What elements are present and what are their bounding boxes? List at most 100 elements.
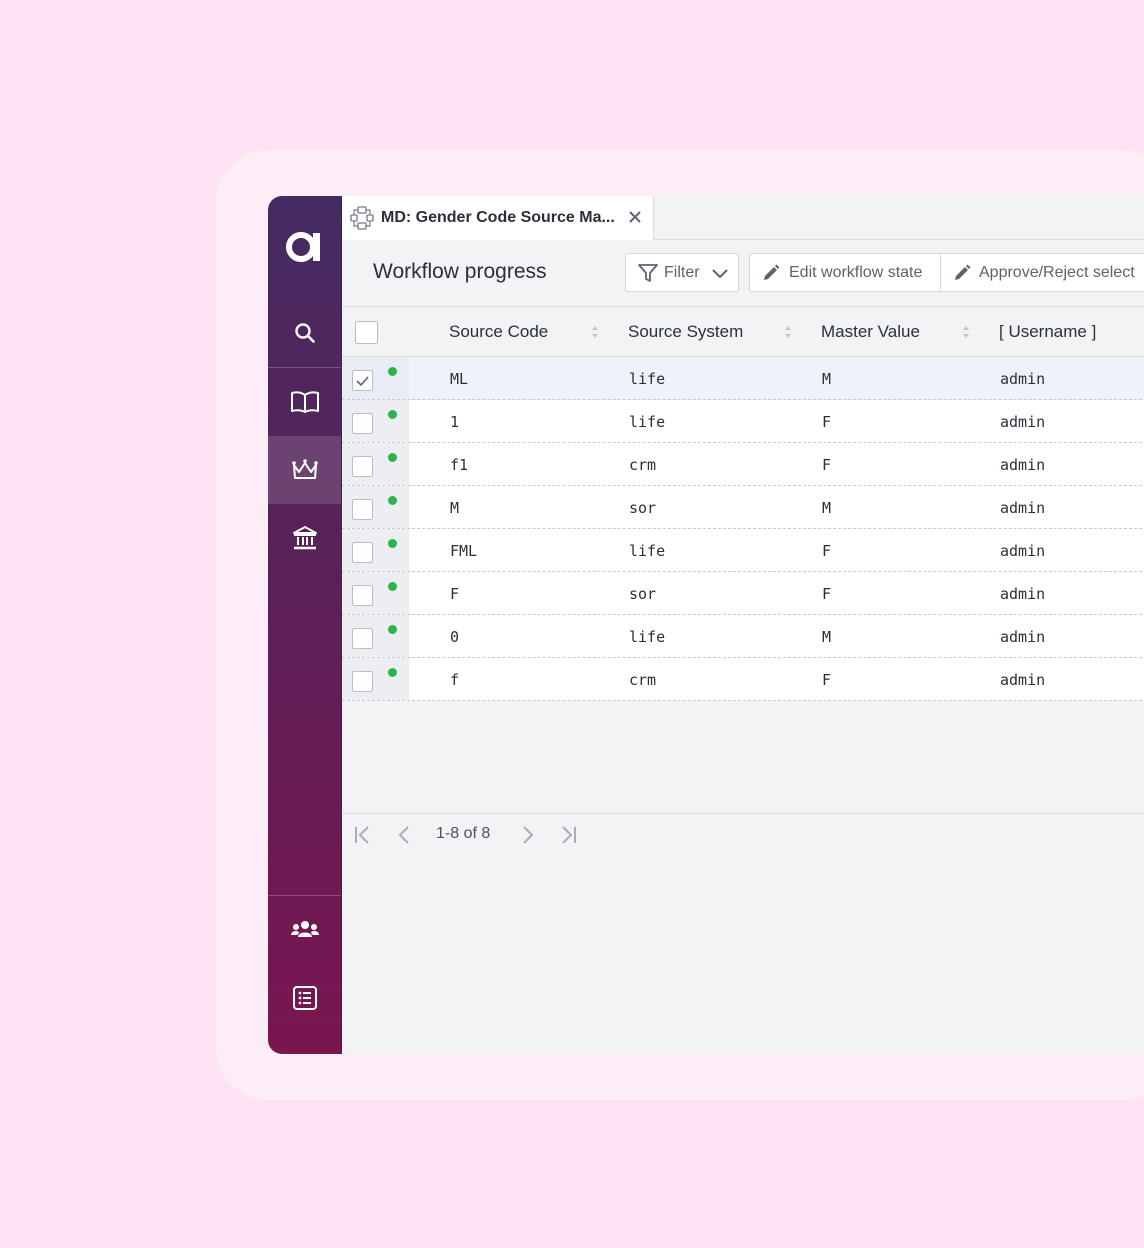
first-page-icon[interactable] bbox=[352, 824, 374, 846]
row-checkbox[interactable] bbox=[352, 456, 373, 477]
row-checkbox[interactable] bbox=[352, 671, 373, 692]
cell-username: admin bbox=[1000, 413, 1046, 431]
cell-username: admin bbox=[1000, 456, 1046, 474]
status-dot bbox=[388, 496, 397, 505]
status-dot bbox=[388, 668, 397, 677]
cell-master-value: F bbox=[822, 585, 832, 603]
nav-reference[interactable] bbox=[268, 504, 341, 572]
filter-label: Filter bbox=[664, 263, 700, 281]
cell-source-system: sor bbox=[629, 499, 657, 517]
row-checkbox[interactable] bbox=[352, 628, 373, 649]
approve-reject-button[interactable]: Approve/Reject select bbox=[940, 253, 1144, 292]
column-header-source-code[interactable]: Source Code bbox=[449, 322, 549, 341]
edit-workflow-state-button[interactable]: Edit workflow state bbox=[749, 253, 941, 292]
book-icon bbox=[290, 391, 319, 413]
filter-button[interactable]: Filter bbox=[625, 253, 739, 292]
cell-master-value: F bbox=[822, 542, 832, 560]
cell-source-system: life bbox=[629, 542, 666, 560]
approve-reject-label: Approve/Reject select bbox=[979, 263, 1135, 281]
cell-username: admin bbox=[1000, 499, 1046, 517]
nav-separator bbox=[268, 895, 341, 896]
tab-gender-code[interactable]: MD: Gender Code Source Ma... bbox=[342, 196, 654, 240]
nav-master-data[interactable] bbox=[268, 436, 341, 504]
previous-page-icon[interactable] bbox=[394, 824, 416, 846]
cell-source-code: f bbox=[450, 671, 460, 689]
logo-icon bbox=[285, 232, 320, 262]
column-header-username[interactable]: [ Username ] bbox=[999, 322, 1097, 341]
row-checkbox[interactable] bbox=[352, 585, 373, 606]
sidebar bbox=[268, 196, 342, 1054]
nav-users[interactable] bbox=[268, 896, 341, 964]
cell-username: admin bbox=[1000, 585, 1046, 603]
nav-separator bbox=[268, 367, 341, 368]
chevron-down-icon bbox=[711, 268, 728, 278]
tab-bar: MD: Gender Code Source Ma... bbox=[342, 196, 1144, 240]
row-checkbox[interactable] bbox=[352, 370, 373, 391]
bank-icon bbox=[292, 526, 317, 550]
cell-source-system: life bbox=[629, 370, 666, 388]
sort-icon[interactable] bbox=[590, 324, 600, 340]
cell-master-value: M bbox=[822, 370, 832, 388]
status-dot bbox=[388, 367, 397, 376]
status-dot bbox=[388, 410, 397, 419]
cell-source-code: F bbox=[450, 585, 460, 603]
cell-username: admin bbox=[1000, 671, 1046, 689]
close-icon[interactable] bbox=[625, 207, 645, 227]
edit-workflow-state-label: Edit workflow state bbox=[789, 263, 923, 281]
checkmark-icon bbox=[356, 376, 369, 387]
column-header-source-system[interactable]: Source System bbox=[628, 322, 744, 341]
cell-source-system: sor bbox=[629, 585, 657, 603]
users-icon bbox=[290, 921, 319, 937]
pencil-icon bbox=[955, 264, 971, 280]
cell-master-value: F bbox=[822, 456, 832, 474]
nav-catalog[interactable] bbox=[268, 368, 341, 436]
logo[interactable] bbox=[268, 196, 341, 296]
cell-source-system: crm bbox=[629, 456, 657, 474]
status-dot bbox=[388, 625, 397, 634]
sort-icon[interactable] bbox=[783, 324, 793, 340]
cell-source-system: life bbox=[629, 413, 666, 431]
select-all-checkbox[interactable] bbox=[355, 321, 378, 344]
page-title: Workflow progress bbox=[373, 260, 547, 283]
status-dot bbox=[388, 453, 397, 462]
crown-icon bbox=[291, 459, 318, 479]
pencil-icon bbox=[764, 264, 780, 280]
cell-source-code: FML bbox=[450, 542, 478, 560]
list-icon bbox=[292, 986, 317, 1010]
pager: 1-8 of 8 bbox=[342, 813, 1144, 854]
row-checkbox[interactable] bbox=[352, 542, 373, 563]
cell-username: admin bbox=[1000, 370, 1046, 388]
pager-range: 1-8 of 8 bbox=[436, 825, 491, 842]
toolbar: Workflow progress Filter Edit workflow s… bbox=[342, 240, 1144, 307]
status-dot bbox=[388, 582, 397, 591]
row-checkbox[interactable] bbox=[352, 413, 373, 434]
nav-search[interactable] bbox=[268, 299, 341, 367]
cell-source-system: life bbox=[629, 628, 666, 646]
nav-tasks[interactable] bbox=[268, 964, 341, 1032]
column-header-master-value[interactable]: Master Value bbox=[821, 322, 920, 341]
last-page-icon[interactable] bbox=[557, 824, 579, 846]
sort-icon[interactable] bbox=[961, 324, 971, 340]
cell-source-code: f1 bbox=[450, 456, 469, 474]
status-dot bbox=[388, 539, 397, 548]
cell-source-code: M bbox=[450, 499, 460, 517]
cell-master-value: M bbox=[822, 628, 832, 646]
cell-source-code: 1 bbox=[450, 413, 460, 431]
main-area: MD: Gender Code Source Ma... Workflow pr… bbox=[342, 196, 1144, 1054]
cell-master-value: F bbox=[822, 413, 832, 431]
row-checkbox[interactable] bbox=[352, 499, 373, 520]
cell-master-value: M bbox=[822, 499, 832, 517]
next-page-icon[interactable] bbox=[516, 824, 538, 846]
workflow-icon bbox=[350, 206, 374, 230]
cell-source-code: 0 bbox=[450, 628, 460, 646]
cell-source-system: crm bbox=[629, 671, 657, 689]
cell-master-value: F bbox=[822, 671, 832, 689]
